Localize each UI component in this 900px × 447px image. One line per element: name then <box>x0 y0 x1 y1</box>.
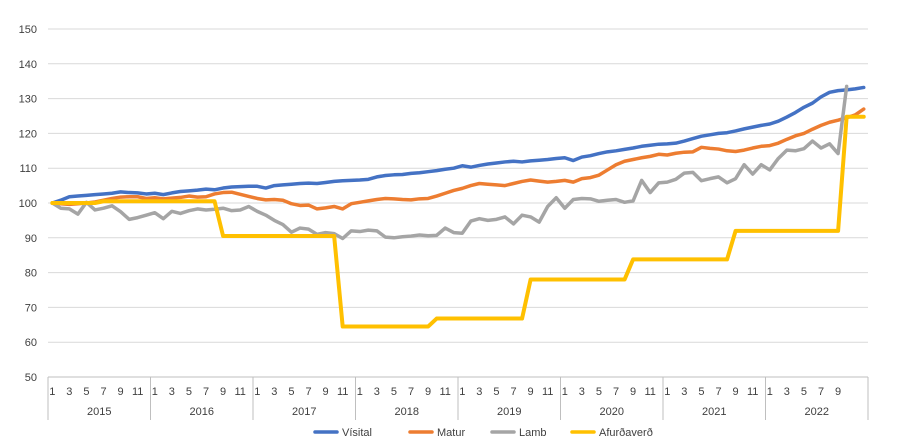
x-month-label: 5 <box>493 386 499 398</box>
y-axis: 50 60 70 80 90 100 110 120 130 140 150 <box>19 24 37 384</box>
x-month-label: 1 <box>254 386 260 398</box>
y-tick-label: 90 <box>25 233 37 245</box>
x-month-label: 5 <box>288 386 294 398</box>
series-line-4 <box>50 114 866 329</box>
x-month-label: 9 <box>630 386 636 398</box>
x-month-label: 9 <box>220 386 226 398</box>
x-month-label: 1 <box>49 386 55 398</box>
x-month-label: 9 <box>835 386 841 398</box>
series-lines <box>50 84 866 329</box>
x-month-label: 7 <box>100 386 106 398</box>
y-tick-label: 150 <box>19 24 37 36</box>
x-month-label: 5 <box>186 386 192 398</box>
series-line-2 <box>50 107 866 211</box>
x-month-label: 3 <box>784 386 790 398</box>
x-month-label: 3 <box>579 386 585 398</box>
x-month-label: 1 <box>767 386 773 398</box>
x-year-label: 2020 <box>600 406 624 418</box>
x-year-label: 2018 <box>395 406 419 418</box>
y-tick-label: 60 <box>25 337 37 349</box>
x-month-label: 11 <box>542 386 553 398</box>
x-month-label: 3 <box>476 386 482 398</box>
x-month-label: 3 <box>681 386 687 398</box>
x-month-label: 7 <box>715 386 721 398</box>
x-month-label: 7 <box>818 386 824 398</box>
x-month-label: 11 <box>439 386 450 398</box>
x-year-label: 2021 <box>702 406 726 418</box>
x-month-label: 1 <box>152 386 158 398</box>
x-month-label: 5 <box>596 386 602 398</box>
legend-label: Vísital <box>342 427 372 439</box>
y-tick-label: 80 <box>25 268 37 280</box>
x-month-label: 11 <box>337 386 348 398</box>
x-month-label: 3 <box>169 386 175 398</box>
x-year-label: 2022 <box>805 406 829 418</box>
x-month-label: 9 <box>323 386 329 398</box>
x-month-label: 9 <box>733 386 739 398</box>
legend-label: Matur <box>437 427 465 439</box>
legend-item-3: Lamb <box>490 427 547 439</box>
x-month-label: 9 <box>425 386 431 398</box>
x-month-label: 1 <box>562 386 568 398</box>
x-month-label: 5 <box>801 386 807 398</box>
x-month-label: 3 <box>66 386 72 398</box>
x-year-label: 2017 <box>292 406 316 418</box>
x-year-label: 2016 <box>190 406 214 418</box>
x-year-label: 2019 <box>497 406 521 418</box>
x-month-label: 9 <box>528 386 534 398</box>
legend-item-4: Afurðaverð <box>570 427 653 439</box>
x-month-label: 3 <box>374 386 380 398</box>
legend-label: Afurðaverð <box>599 427 653 439</box>
x-month-label: 11 <box>644 386 655 398</box>
series-line-3 <box>50 84 849 241</box>
x-month-label: 9 <box>118 386 124 398</box>
x-month-label: 11 <box>234 386 245 398</box>
x-month-label: 1 <box>664 386 670 398</box>
x-month-label: 11 <box>132 386 143 398</box>
x-month-label: 3 <box>271 386 277 398</box>
legend-label: Lamb <box>519 427 547 439</box>
x-month-label: 7 <box>408 386 414 398</box>
x-month-label: 5 <box>83 386 89 398</box>
x-month-label: 7 <box>203 386 209 398</box>
x-month-label: 11 <box>747 386 758 398</box>
x-month-label: 7 <box>510 386 516 398</box>
legend: Vísital Matur Lamb Afurðaverð <box>313 427 653 439</box>
x-month-label: 1 <box>459 386 465 398</box>
legend-item-2: Matur <box>408 427 465 439</box>
x-month-label: 7 <box>305 386 311 398</box>
y-tick-label: 120 <box>19 128 37 140</box>
series-line-1 <box>50 85 866 205</box>
x-month-label: 5 <box>391 386 397 398</box>
x-year-label: 2015 <box>87 406 111 418</box>
x-month-label: 7 <box>613 386 619 398</box>
y-tick-label: 130 <box>19 94 37 106</box>
x-month-label: 1 <box>357 386 363 398</box>
y-tick-label: 100 <box>19 198 37 210</box>
y-tick-label: 110 <box>19 163 37 175</box>
y-tick-label: 140 <box>19 59 37 71</box>
y-tick-label: 50 <box>25 372 37 384</box>
y-tick-label: 70 <box>25 302 37 314</box>
x-month-label: 5 <box>698 386 704 398</box>
legend-item-1: Vísital <box>313 427 372 439</box>
